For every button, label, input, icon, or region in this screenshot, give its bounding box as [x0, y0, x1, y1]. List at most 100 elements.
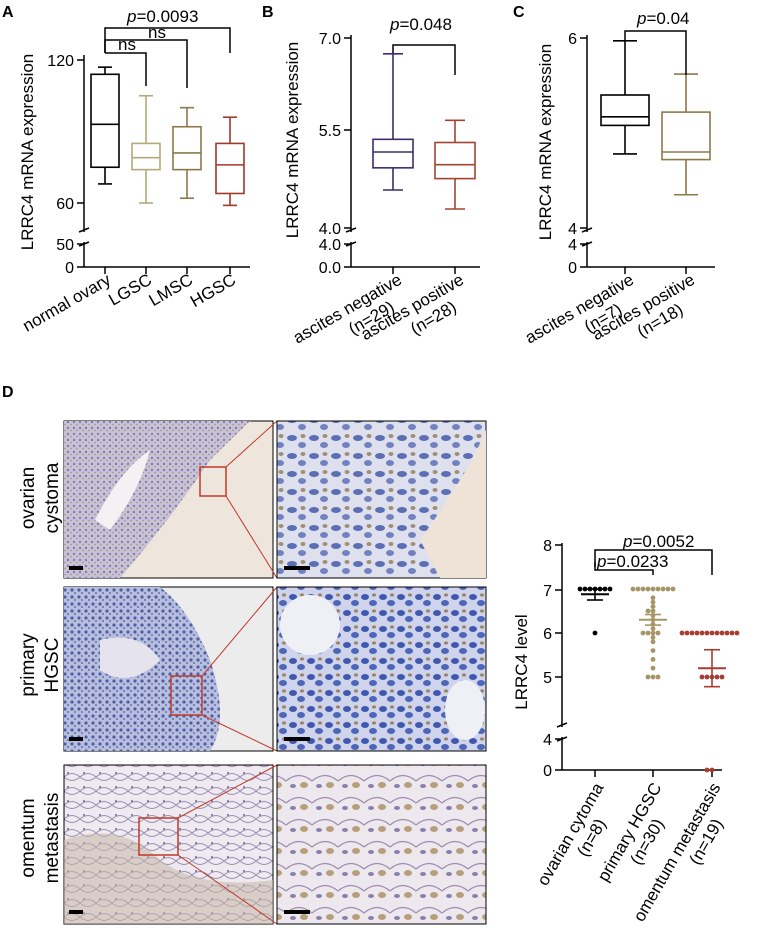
- chart-c-ytick: 4: [568, 221, 577, 238]
- chart-a-category: LMSC: [146, 270, 196, 310]
- chart-b-box: [434, 119, 476, 210]
- panel-label-d: D: [2, 384, 14, 401]
- chart-b-box: [372, 53, 414, 191]
- chart-a-box-body: [90, 73, 120, 169]
- chart-a-box: [90, 66, 120, 185]
- chart-b: LRRC4 mRNA expression 7.0 5.5 4.0 4.0 0.…: [283, 15, 480, 347]
- chart-d-point: [704, 630, 710, 636]
- chart-d-point: [602, 586, 608, 592]
- chart-d-point: [679, 630, 685, 636]
- chart-d-point: [714, 674, 720, 680]
- chart-b-ytick: 5.5: [319, 123, 341, 140]
- chart-d-point: [650, 648, 656, 653]
- chart-a-ytick: 0: [65, 260, 74, 277]
- chart-a-ytick: 50: [56, 237, 74, 254]
- chart-a-box-body: [172, 125, 202, 171]
- chart-d-pvalue: p=0.0233: [596, 552, 668, 571]
- chart-d-point: [729, 630, 735, 636]
- chart-d-ytick: 0: [543, 763, 552, 780]
- chart-d: LRRC4 level 8 7 6 5 4 0 ovarian cytoma(n…: [512, 532, 740, 925]
- chart-d-point: [630, 586, 636, 592]
- chart-c: LRRC4 mRNA expression 6 4 4 0 ascites ne…: [522, 9, 715, 347]
- chart-d-point: [650, 626, 656, 631]
- chart-b-ytick: 4.0: [319, 221, 341, 238]
- chart-d-point: [719, 674, 725, 680]
- chart-d-point: [582, 586, 588, 592]
- chart-d-point: [665, 586, 671, 592]
- chart-c-ylabel: LRRC4 mRNA expression: [536, 44, 555, 241]
- chart-d-ytick: 8: [543, 538, 552, 555]
- chart-c-box: [600, 40, 650, 155]
- chart-c-pvalue: p=0.04: [636, 9, 689, 28]
- chart-d-point: [660, 586, 666, 592]
- chart-d-point: [645, 630, 651, 636]
- chart-d-point: [650, 608, 656, 614]
- chart-a-box-body: [215, 142, 245, 195]
- chart-a-pvalue: p=0.0093: [126, 7, 198, 26]
- chart-d-point: [592, 630, 598, 636]
- chart-d-point: [689, 630, 695, 636]
- row-label-ovarian-cystoma: ovarian cystoma: [18, 462, 63, 533]
- chart-d-point: [684, 630, 690, 636]
- chart-c-box-body: [600, 94, 650, 127]
- chart-d-pvalue: p=0.0052: [622, 532, 694, 551]
- chart-c-box-body: [661, 111, 711, 161]
- row-label-omentum-metastasis: omentum metastasis: [18, 793, 63, 884]
- chart-b-ytick: 0.0: [319, 260, 341, 277]
- chart-c-ytick: 4: [568, 237, 577, 254]
- chart-d-point: [709, 630, 715, 636]
- chart-c-ytick: 0: [568, 260, 577, 277]
- histology-images: ovarian cystoma primary HGSC omentum metast…: [18, 420, 487, 925]
- chart-a-ytick: 60: [56, 196, 74, 213]
- chart-d-point: [645, 586, 651, 592]
- chart-d-point: [650, 665, 656, 671]
- chart-d-point: [694, 630, 700, 636]
- chart-b-ytick: 7.0: [319, 31, 341, 48]
- chart-d-ytick: 4: [543, 732, 552, 749]
- chart-d-point: [655, 630, 661, 636]
- row-label-primary-hgsc: primary HGSC: [18, 633, 63, 697]
- chart-d-point: [645, 608, 651, 614]
- chart-a-ylabel: LRRC4 mRNA expression: [18, 54, 37, 251]
- chart-a-ytick: 120: [47, 53, 74, 70]
- chart-a-category: normal ovary: [19, 270, 114, 336]
- chart-a-ns: ns: [118, 35, 136, 54]
- chart-d-point: [650, 604, 656, 609]
- chart-d-point: [607, 586, 613, 592]
- chart-d-point: [704, 674, 710, 680]
- chart-d-point: [650, 657, 656, 662]
- chart-a-ns: ns: [148, 23, 166, 42]
- chart-a-box-body: [131, 142, 161, 171]
- chart-d-point: [635, 586, 641, 592]
- chart-d-point: [709, 767, 715, 773]
- chart-b-pvalue: p=0.048: [389, 15, 452, 34]
- chart-d-point: [650, 599, 656, 605]
- chart-d-point: [645, 674, 651, 680]
- chart-c-box: [661, 73, 711, 196]
- chart-d-point: [650, 586, 656, 592]
- chart-d-ytick: 6: [543, 626, 552, 643]
- chart-d-point: [655, 674, 661, 680]
- chart-a-category: LGSC: [105, 270, 155, 310]
- chart-d-point: [704, 767, 710, 773]
- chart-d-point: [577, 586, 583, 592]
- chart-a-box: [131, 94, 161, 204]
- panel-label-b: B: [262, 4, 274, 21]
- chart-d-ytick: 7: [543, 583, 552, 600]
- chart-d-point: [724, 630, 730, 636]
- chart-b-box-body: [434, 141, 476, 180]
- chart-d-point: [650, 674, 656, 680]
- panel-label-c: C: [513, 4, 525, 21]
- chart-a-box: [215, 116, 245, 207]
- chart-d-point: [655, 586, 661, 592]
- panel-label-a: A: [2, 4, 14, 21]
- chart-a-box: [172, 106, 202, 200]
- chart-d-point: [670, 586, 676, 592]
- chart-d-point: [719, 630, 725, 636]
- chart-d-ytick: 5: [543, 670, 552, 687]
- chart-d-point: [650, 635, 656, 640]
- chart-d-point: [714, 630, 720, 636]
- chart-d-point: [640, 586, 646, 592]
- chart-d-point: [650, 595, 656, 601]
